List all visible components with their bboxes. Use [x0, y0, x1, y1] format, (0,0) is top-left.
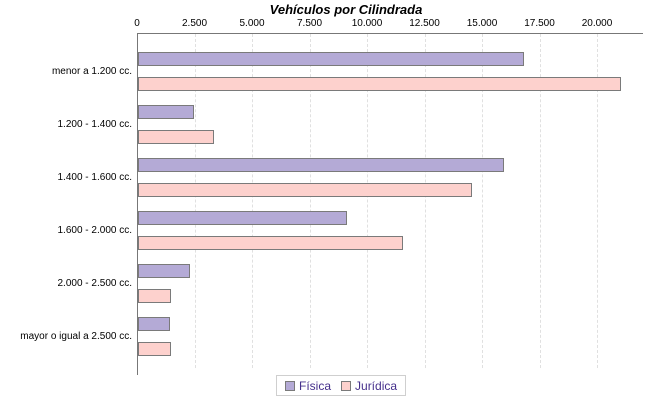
- x-tick-label: 0: [134, 18, 140, 29]
- chart-title: Vehículos por Cilindrada: [269, 2, 423, 17]
- gridline: [367, 34, 368, 368]
- legend-label-fisica: Física: [299, 378, 332, 393]
- y-axis-line: [137, 33, 138, 375]
- category-label-5: mayor o igual a 2.500 cc.: [20, 331, 132, 342]
- fisica-swatch-icon: [285, 380, 295, 391]
- legend-label-juridica: Jurídica: [355, 378, 398, 393]
- x-tick-label: 7.500: [296, 18, 323, 29]
- bar-juridica-4: [138, 289, 171, 303]
- bar-fisica-3: [138, 211, 347, 225]
- bar-juridica-3: [138, 236, 403, 250]
- bar-juridica-5: [138, 342, 171, 356]
- gridline: [482, 34, 483, 368]
- legend-item-juridica: Jurídica: [341, 379, 397, 393]
- bar-fisica-1: [138, 105, 194, 119]
- bar-fisica-4: [138, 264, 190, 278]
- gridline: [597, 34, 598, 368]
- x-tick-label: 15.000: [466, 18, 498, 29]
- category-label-4: 2.000 - 2.500 cc.: [57, 278, 133, 289]
- bar-juridica-2: [138, 183, 472, 197]
- category-label-0: menor a 1.200 cc.: [51, 66, 132, 77]
- legend-item-fisica: Física: [285, 379, 331, 393]
- juridica-swatch-icon: [341, 380, 352, 391]
- x-axis-line: [137, 33, 643, 34]
- bar-fisica-2: [138, 158, 504, 172]
- bar-fisica-0: [138, 52, 524, 66]
- category-label-2: 1.400 - 1.600 cc.: [57, 172, 133, 183]
- bar-fisica-5: [138, 317, 170, 331]
- gridline: [424, 34, 426, 368]
- x-tick-label: 12.500: [409, 18, 440, 29]
- category-label-3: 1.600 - 2.000 cc.: [57, 225, 133, 236]
- category-label-1: 1.200 - 1.400 cc.: [57, 119, 133, 130]
- bar-juridica-0: [138, 77, 621, 91]
- x-tick-label: 17.500: [524, 18, 555, 29]
- gridline: [539, 34, 541, 368]
- bar-juridica-1: [138, 130, 214, 144]
- gridline: [252, 34, 253, 368]
- x-tick-label: 20.000: [581, 18, 613, 29]
- x-tick-label: 5.000: [239, 18, 265, 29]
- gridline: [194, 34, 196, 368]
- x-tick-label: 2.500: [181, 18, 208, 29]
- x-tick-label: 10.000: [351, 18, 383, 29]
- gridline: [309, 34, 311, 368]
- legend: Física Jurídica: [276, 375, 407, 396]
